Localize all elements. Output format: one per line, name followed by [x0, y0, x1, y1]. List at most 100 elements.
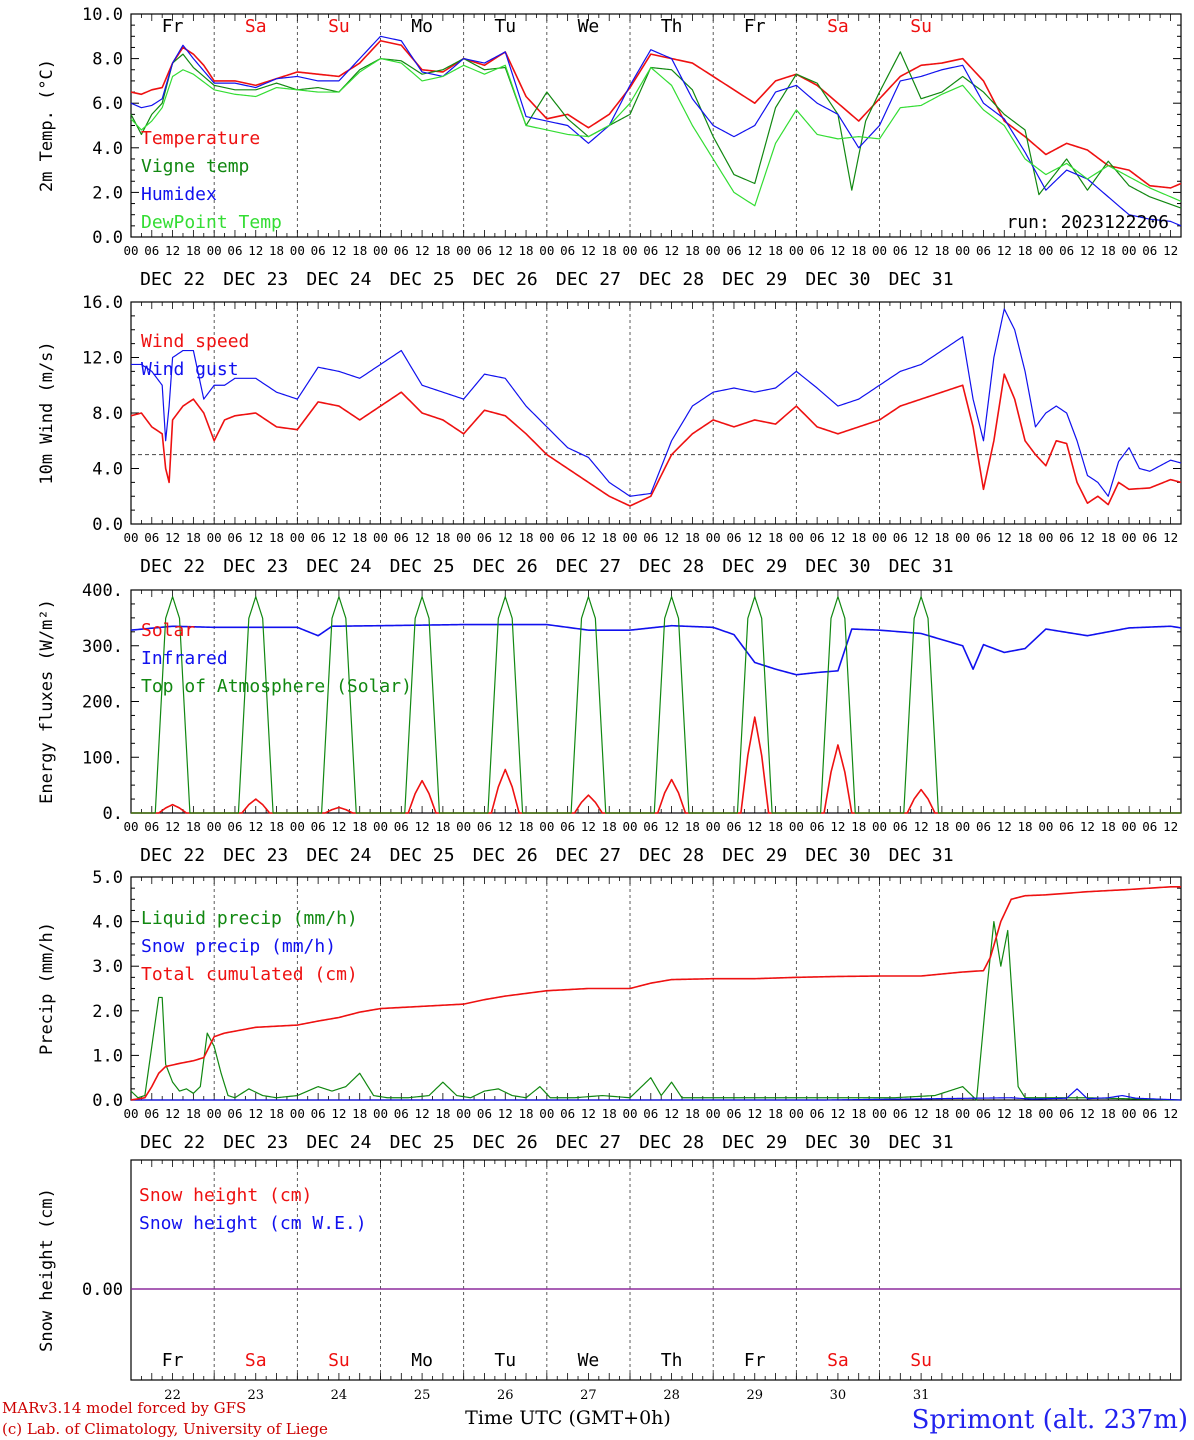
- hour-tick-label: 18: [851, 1106, 866, 1121]
- hour-tick-label: 00: [1121, 1106, 1136, 1121]
- date-label: DEC 26: [473, 556, 538, 577]
- hour-tick-label: 06: [477, 819, 492, 834]
- hour-tick-label: 00: [622, 1106, 637, 1121]
- hour-tick-label: 06: [477, 1106, 492, 1121]
- date-label: DEC 25: [390, 1132, 455, 1153]
- day-number-label: 31: [913, 1388, 930, 1403]
- hour-tick-label: 06: [893, 1106, 908, 1121]
- hour-tick-label: 06: [810, 819, 825, 834]
- legend-entry: Wind speed: [141, 331, 249, 352]
- weekday-label: Sa: [245, 1350, 267, 1371]
- date-label: DEC 27: [556, 556, 621, 577]
- hour-tick-label: 18: [352, 243, 367, 258]
- hour-tick-label: 18: [685, 243, 700, 258]
- series-line-wind-speed: [130, 373, 1182, 507]
- hour-tick-label: 12: [415, 819, 430, 834]
- hour-tick-label: 06: [1059, 530, 1074, 545]
- hour-tick-label: 18: [186, 1106, 201, 1121]
- hour-tick-label: 12: [165, 1106, 180, 1121]
- hour-tick-label: 12: [664, 530, 679, 545]
- date-label: DEC 30: [805, 845, 870, 866]
- y-axis-label: 10m Wind (m/s): [37, 341, 57, 484]
- date-label: DEC 23: [223, 269, 288, 290]
- hour-tick-label: 00: [123, 819, 138, 834]
- day-number-label: 22: [164, 1388, 181, 1403]
- y-tick-label: 0.00: [82, 1280, 123, 1300]
- hour-tick-label: 18: [269, 1106, 284, 1121]
- panel-wind: 0.0 4.0 8.0 12.0 16.0 10m Wind (m/s) 00 06 12 18 0…: [37, 293, 1182, 577]
- hour-tick-label: 06: [726, 530, 741, 545]
- hour-tick-label: 06: [311, 530, 326, 545]
- hour-tick-label: 18: [269, 819, 284, 834]
- hour-tick-label: 00: [955, 243, 970, 258]
- hour-tick-label: 00: [622, 819, 637, 834]
- y-axis-label: Snow height (cm): [37, 1188, 57, 1352]
- hour-tick-label: 12: [664, 1106, 679, 1121]
- hour-tick-label: 18: [352, 819, 367, 834]
- series-line-infrared: [130, 623, 1182, 676]
- hour-tick-label: 00: [1121, 530, 1136, 545]
- hour-tick-label: 06: [227, 1106, 242, 1121]
- legend-entry: DewPoint Temp: [141, 212, 282, 233]
- hour-tick-label: 00: [373, 530, 388, 545]
- legend-entry: Vigne temp: [141, 156, 249, 177]
- weekday-label: Fr: [162, 16, 184, 37]
- series-group: [130, 308, 1182, 507]
- hour-tick-label: 12: [664, 819, 679, 834]
- y-tick-label: 400.: [82, 581, 123, 601]
- hour-tick-label: 06: [810, 530, 825, 545]
- hour-tick-label: 18: [186, 530, 201, 545]
- y-tick-label: 3.0: [92, 957, 123, 977]
- hour-tick-label: 12: [248, 243, 263, 258]
- legend-entry: Infrared: [141, 648, 228, 669]
- date-label: DEC 22: [140, 845, 205, 866]
- weekday-label: Fr: [744, 16, 766, 37]
- hour-tick-label: 18: [768, 530, 783, 545]
- hour-tick-label: 12: [914, 1106, 929, 1121]
- hour-tick-label: 00: [1038, 530, 1053, 545]
- y-tick-label: 0.: [103, 804, 123, 824]
- hour-tick-label: 18: [352, 530, 367, 545]
- y-tick-label: 300.: [82, 637, 123, 657]
- hour-tick-label: 00: [539, 1106, 554, 1121]
- hour-tick-label: 18: [934, 243, 949, 258]
- hour-tick-label: 12: [830, 530, 845, 545]
- y-tick-label: 200.: [82, 693, 123, 713]
- hour-tick-label: 00: [123, 530, 138, 545]
- hour-tick-label: 12: [581, 530, 596, 545]
- hour-tick-label: 06: [1142, 530, 1157, 545]
- legend-entry: Liquid precip (mm/h): [141, 908, 358, 929]
- date-label: DEC 27: [556, 845, 621, 866]
- day-number-label: 24: [331, 1388, 348, 1403]
- hour-tick-label: 06: [1142, 1106, 1157, 1121]
- hour-tick-label: 06: [560, 819, 575, 834]
- series-line-dewpoint-temp: [130, 58, 1182, 207]
- date-label: DEC 28: [639, 269, 704, 290]
- hour-tick-label: 18: [1018, 819, 1033, 834]
- date-label: DEC 30: [805, 269, 870, 290]
- hour-tick-label: 12: [1163, 1106, 1178, 1121]
- hour-tick-label: 00: [622, 243, 637, 258]
- hour-tick-label: 18: [269, 243, 284, 258]
- hour-tick-label: 00: [789, 530, 804, 545]
- date-label: DEC 25: [390, 556, 455, 577]
- hour-tick-label: 06: [144, 1106, 159, 1121]
- series-line-top-of-atmosphere-solar: [131, 596, 1181, 814]
- legend-entry: Total cumulated (cm): [141, 964, 358, 985]
- y-tick-label: 4.0: [92, 139, 123, 159]
- y-tick-label: 8.0: [92, 50, 123, 70]
- hour-tick-label: 06: [560, 243, 575, 258]
- hour-tick-label: 18: [435, 243, 450, 258]
- hour-tick-label: 18: [1018, 243, 1033, 258]
- hour-tick-label: 06: [477, 530, 492, 545]
- date-label: DEC 26: [473, 1132, 538, 1153]
- hour-tick-label: 00: [789, 1106, 804, 1121]
- panel-flux: 0. 100. 200. 300. 400. Energy fluxes (W/m²) 00…: [37, 581, 1182, 866]
- weekday-label: Tu: [494, 16, 516, 37]
- hour-tick-label: 18: [1101, 530, 1116, 545]
- hour-tick-label: 12: [331, 819, 346, 834]
- y-tick-label: 12.0: [82, 349, 123, 369]
- y-axis-label: 2m Temp. (°C): [37, 59, 57, 192]
- hour-tick-label: 06: [643, 819, 658, 834]
- day-number-label: 30: [830, 1388, 847, 1403]
